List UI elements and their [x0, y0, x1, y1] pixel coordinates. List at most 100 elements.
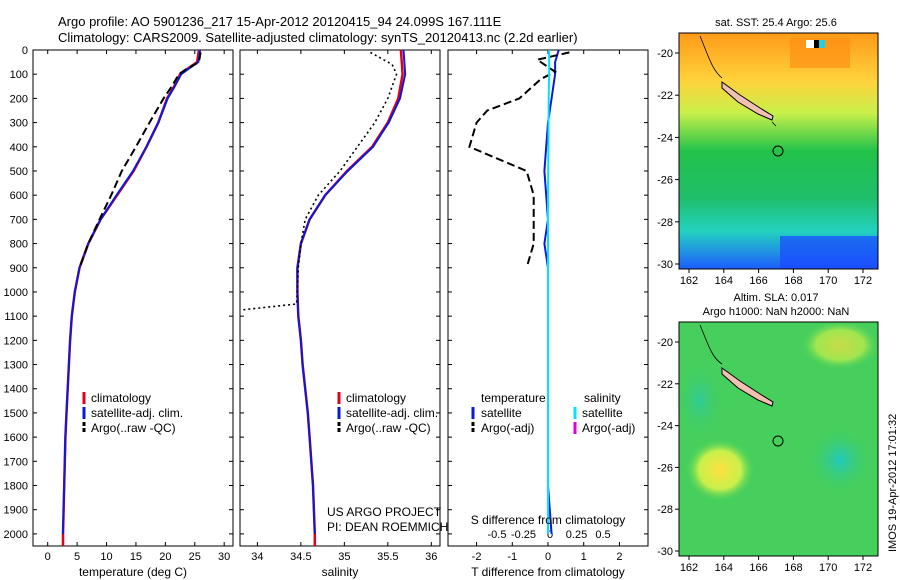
temperature-xlabel: temperature (deg C) — [79, 565, 187, 579]
sst-cloud-gap — [819, 40, 825, 48]
depth-tick-label: 800 — [10, 239, 28, 251]
depth-tick-label: 900 — [10, 263, 28, 275]
depth-tick-label: 500 — [10, 166, 28, 178]
s-diff-tick-label: -0.5 — [488, 529, 507, 541]
legend-t-argo-label: Argo(-adj) — [481, 421, 534, 435]
legend-climatology-label: climatology — [346, 391, 406, 405]
x-tick-label: 0 — [545, 551, 551, 563]
x-tick-label: 30 — [218, 551, 230, 563]
map-y-tick-label: -26 — [657, 175, 673, 187]
map-x-tick-label: 172 — [854, 275, 872, 287]
sla-low-anomaly — [675, 360, 725, 440]
x-tick-label: 1 — [581, 551, 587, 563]
depth-tick-label: 600 — [10, 190, 28, 202]
x-tick-label: 34.5 — [290, 551, 311, 563]
difference-xlabel: T difference from climatology — [471, 565, 625, 579]
x-tick-label: 35.5 — [377, 551, 398, 563]
map-y-tick-label: -22 — [657, 379, 673, 391]
temperature-series-satellite-adj-clim- — [62, 49, 202, 534]
map-y-tick-label: -28 — [657, 504, 673, 516]
sst-map-frame — [678, 32, 879, 270]
s-diff-tick-label: 0.25 — [566, 529, 587, 541]
map-x-tick-label: 162 — [680, 275, 698, 287]
depth-tick-label: 1000 — [4, 287, 28, 299]
sla-low-anomaly — [805, 425, 875, 495]
sst-cloud-gap — [814, 40, 820, 48]
legend-satellite-label: satellite-adj. clim. — [346, 406, 438, 420]
series-layer — [61, 49, 570, 546]
map-y-tick-label: -22 — [657, 90, 673, 102]
x-tick-label: 20 — [159, 551, 171, 563]
legend-satellite-label: satellite-adj. clim. — [91, 406, 183, 420]
new-caledonia-island — [721, 367, 774, 407]
coast-contour — [699, 324, 723, 365]
sla-map-frame — [678, 321, 879, 557]
difference-series-salinity-satellite — [547, 50, 551, 534]
depth-tick-label: 1700 — [4, 456, 28, 468]
x-tick-label: 25 — [189, 551, 201, 563]
map-x-tick-label: 172 — [854, 562, 872, 574]
depth-tick-label: 1200 — [4, 335, 28, 347]
map-x-tick-label: 168 — [784, 275, 802, 287]
map-y-tick-label: -24 — [657, 421, 673, 433]
legend-climatology-label: climatology — [91, 391, 151, 405]
sst-field — [679, 33, 878, 269]
legend-argo-label: Argo(..raw -QC) — [91, 421, 176, 435]
x-tick-label: -1 — [507, 551, 517, 563]
salinity-legend: climatology satellite-adj. clim. Argo(..… — [327, 391, 448, 534]
x-tick-label: 2 — [616, 551, 622, 563]
map-x-tick-label: 162 — [680, 562, 698, 574]
sla-high-anomaly — [800, 320, 880, 370]
temperature-panel-frame — [32, 49, 234, 547]
sst-cloud-gap — [806, 40, 814, 48]
map-x-tick-label: 170 — [819, 275, 837, 287]
depth-tick-label: 0 — [22, 45, 28, 57]
x-axes: 0 5 10 15 20 25 30 34 34.5 35 35.5 36 -2 -1 0 1 2 -0.5 -0.… — [45, 50, 622, 563]
new-caledonia-island — [721, 81, 774, 121]
sst-map-title: sat. SST: 25.4 Argo: 25.6 — [715, 17, 837, 29]
depth-tick-label: 2000 — [4, 529, 28, 541]
sla-high-anomaly — [685, 438, 755, 502]
depth-tick-label: 400 — [10, 142, 28, 154]
map-x-tick-label: 166 — [749, 275, 767, 287]
map-x-tick-label: 168 — [784, 562, 802, 574]
x-tick-label: 36 — [425, 551, 437, 563]
credit-pi: PI: DEAN ROEMMICH — [327, 520, 448, 534]
x-tick-label: -2 — [472, 551, 482, 563]
map-x-tick-label: 166 — [749, 562, 767, 574]
x-tick-label: 34 — [251, 551, 263, 563]
x-tick-label: 10 — [100, 551, 112, 563]
map-y-tick-label: -26 — [657, 462, 673, 474]
legend-s-argo-label: Argo(-adj) — [582, 421, 635, 435]
depth-tick-label: 1500 — [4, 408, 28, 420]
title-line-2: Climatology: CARS2009. Satellite-adjuste… — [58, 30, 578, 45]
depth-tick-label: 200 — [10, 93, 28, 105]
depth-tick-label: 1800 — [4, 481, 28, 493]
imos-timestamp: IMOS 19-Apr-2012 17:01:32 — [887, 414, 899, 552]
map-y-tick-label: -30 — [657, 546, 673, 558]
sst-map-axes: -20 -22 -24 -26 -28 -30 162 164 166 168 170 172 — [657, 48, 872, 287]
map-x-tick-label: 164 — [715, 275, 733, 287]
depth-tick-label: 1400 — [4, 384, 28, 396]
sla-map-title-2: Argo h1000: NaN h2000: NaN — [703, 306, 850, 318]
map-y-tick-label: -30 — [657, 259, 673, 271]
s-diff-tick-label: -0.25 — [511, 529, 536, 541]
title-line-1: Argo profile: AO 5901236_217 15-Apr-2012… — [58, 14, 502, 29]
legend-t-satellite-label: satellite — [481, 406, 522, 420]
difference-series-temperature-argo-adj- — [468, 51, 570, 269]
depth-tick-label: 300 — [10, 118, 28, 130]
map-y-tick-label: -20 — [657, 337, 673, 349]
sst-map: -20 -22 -24 -26 -28 -30 162 164 166 168 170 172 — [657, 32, 879, 287]
difference-top-label: S difference from climatology — [471, 513, 626, 527]
x-tick-label: 0 — [45, 551, 51, 563]
sla-map: -20 -22 -24 -26 -28 -30 162 164 166 168 170 172 — [657, 320, 880, 574]
x-tick-label: 5 — [74, 551, 80, 563]
legend-salinity-heading: salinity — [584, 391, 621, 405]
temperature-legend: climatology satellite-adj. clim. Argo(..… — [82, 391, 183, 435]
map-x-tick-label: 170 — [819, 562, 837, 574]
credit-project: US ARGO PROJECT — [327, 505, 442, 519]
salinity-xlabel: salinity — [322, 565, 359, 579]
map-x-tick-label: 164 — [715, 562, 733, 574]
argo-location-marker — [772, 145, 784, 157]
